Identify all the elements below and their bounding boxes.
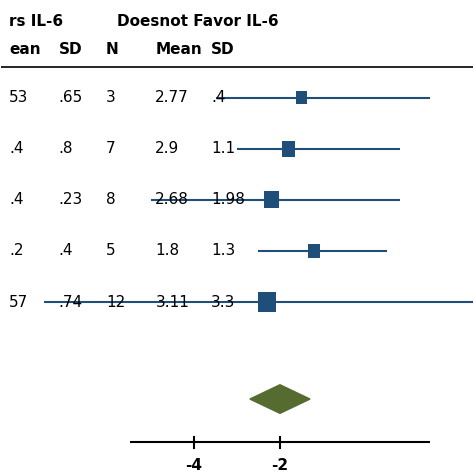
- Text: .4: .4: [211, 90, 226, 105]
- Text: 3.3: 3.3: [211, 294, 236, 310]
- Text: SD: SD: [211, 42, 235, 57]
- Text: N: N: [106, 42, 118, 57]
- Text: Doesnot Favor IL-6: Doesnot Favor IL-6: [117, 14, 278, 28]
- Text: ean: ean: [9, 42, 41, 57]
- Text: 1.8: 1.8: [155, 244, 180, 258]
- Text: 8: 8: [106, 192, 116, 207]
- Text: rs IL-6: rs IL-6: [9, 14, 64, 28]
- Text: .65: .65: [59, 90, 83, 105]
- Text: 2.77: 2.77: [155, 90, 189, 105]
- Text: .23: .23: [59, 192, 83, 207]
- Text: -4: -4: [185, 458, 202, 473]
- Text: .4: .4: [59, 244, 73, 258]
- Text: 53: 53: [9, 90, 28, 105]
- Text: 57: 57: [9, 294, 28, 310]
- Text: .8: .8: [59, 141, 73, 156]
- Text: .4: .4: [9, 141, 24, 156]
- Text: 3: 3: [106, 90, 116, 105]
- FancyBboxPatch shape: [282, 141, 295, 157]
- FancyBboxPatch shape: [258, 292, 276, 312]
- Text: 7: 7: [106, 141, 116, 156]
- Text: .2: .2: [9, 244, 24, 258]
- Text: SD: SD: [59, 42, 82, 57]
- Polygon shape: [250, 385, 310, 413]
- Text: 2.68: 2.68: [155, 192, 189, 207]
- Text: -2: -2: [272, 458, 289, 473]
- FancyBboxPatch shape: [296, 91, 307, 104]
- Text: 1.1: 1.1: [211, 141, 236, 156]
- Text: 3.11: 3.11: [155, 294, 189, 310]
- Text: 1.98: 1.98: [211, 192, 245, 207]
- Text: 12: 12: [106, 294, 125, 310]
- FancyBboxPatch shape: [308, 244, 320, 258]
- Text: .74: .74: [59, 294, 83, 310]
- Text: 2.9: 2.9: [155, 141, 180, 156]
- Text: 5: 5: [106, 244, 116, 258]
- Text: 1.3: 1.3: [211, 244, 236, 258]
- Text: Mean: Mean: [155, 42, 202, 57]
- Text: .4: .4: [9, 192, 24, 207]
- FancyBboxPatch shape: [264, 191, 279, 209]
